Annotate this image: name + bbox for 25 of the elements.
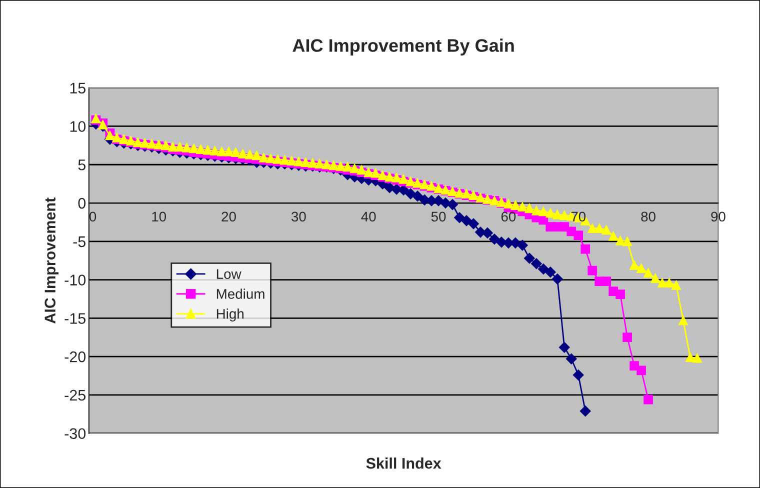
x-tick-label: 20 xyxy=(222,212,236,222)
x-tick-label: 30 xyxy=(291,212,306,222)
x-tick-label: 80 xyxy=(641,212,656,222)
legend-label: Medium xyxy=(216,288,264,299)
y-tick-label: -30 xyxy=(64,428,86,440)
legend-label: High xyxy=(216,308,244,322)
x-tick-label: 60 xyxy=(501,212,516,222)
x-axis-title: Skill Index xyxy=(366,458,442,469)
y-tick-label: -10 xyxy=(64,274,86,286)
y-tick-label: 5 xyxy=(78,160,86,170)
x-tick-label: 10 xyxy=(152,212,166,222)
y-tick-label: -25 xyxy=(64,390,86,401)
y-tick-label: 15 xyxy=(70,82,86,94)
x-tick-label: 40 xyxy=(361,212,376,222)
y-tick-label: 0 xyxy=(78,198,86,209)
x-tick-label: 0 xyxy=(89,212,96,222)
y-tick-label: -15 xyxy=(64,313,86,324)
x-tick-label: 50 xyxy=(431,212,446,222)
y-tick-label: 10 xyxy=(70,121,86,132)
y-tick-label: -5 xyxy=(73,236,86,248)
x-tick-label: 90 xyxy=(711,212,726,222)
chart-title: AIC Improvement By Gain xyxy=(292,38,514,56)
legend-label: Low xyxy=(216,269,242,279)
y-axis-title: AIC Improvement xyxy=(44,198,59,324)
y-tick-label: -20 xyxy=(64,351,86,362)
